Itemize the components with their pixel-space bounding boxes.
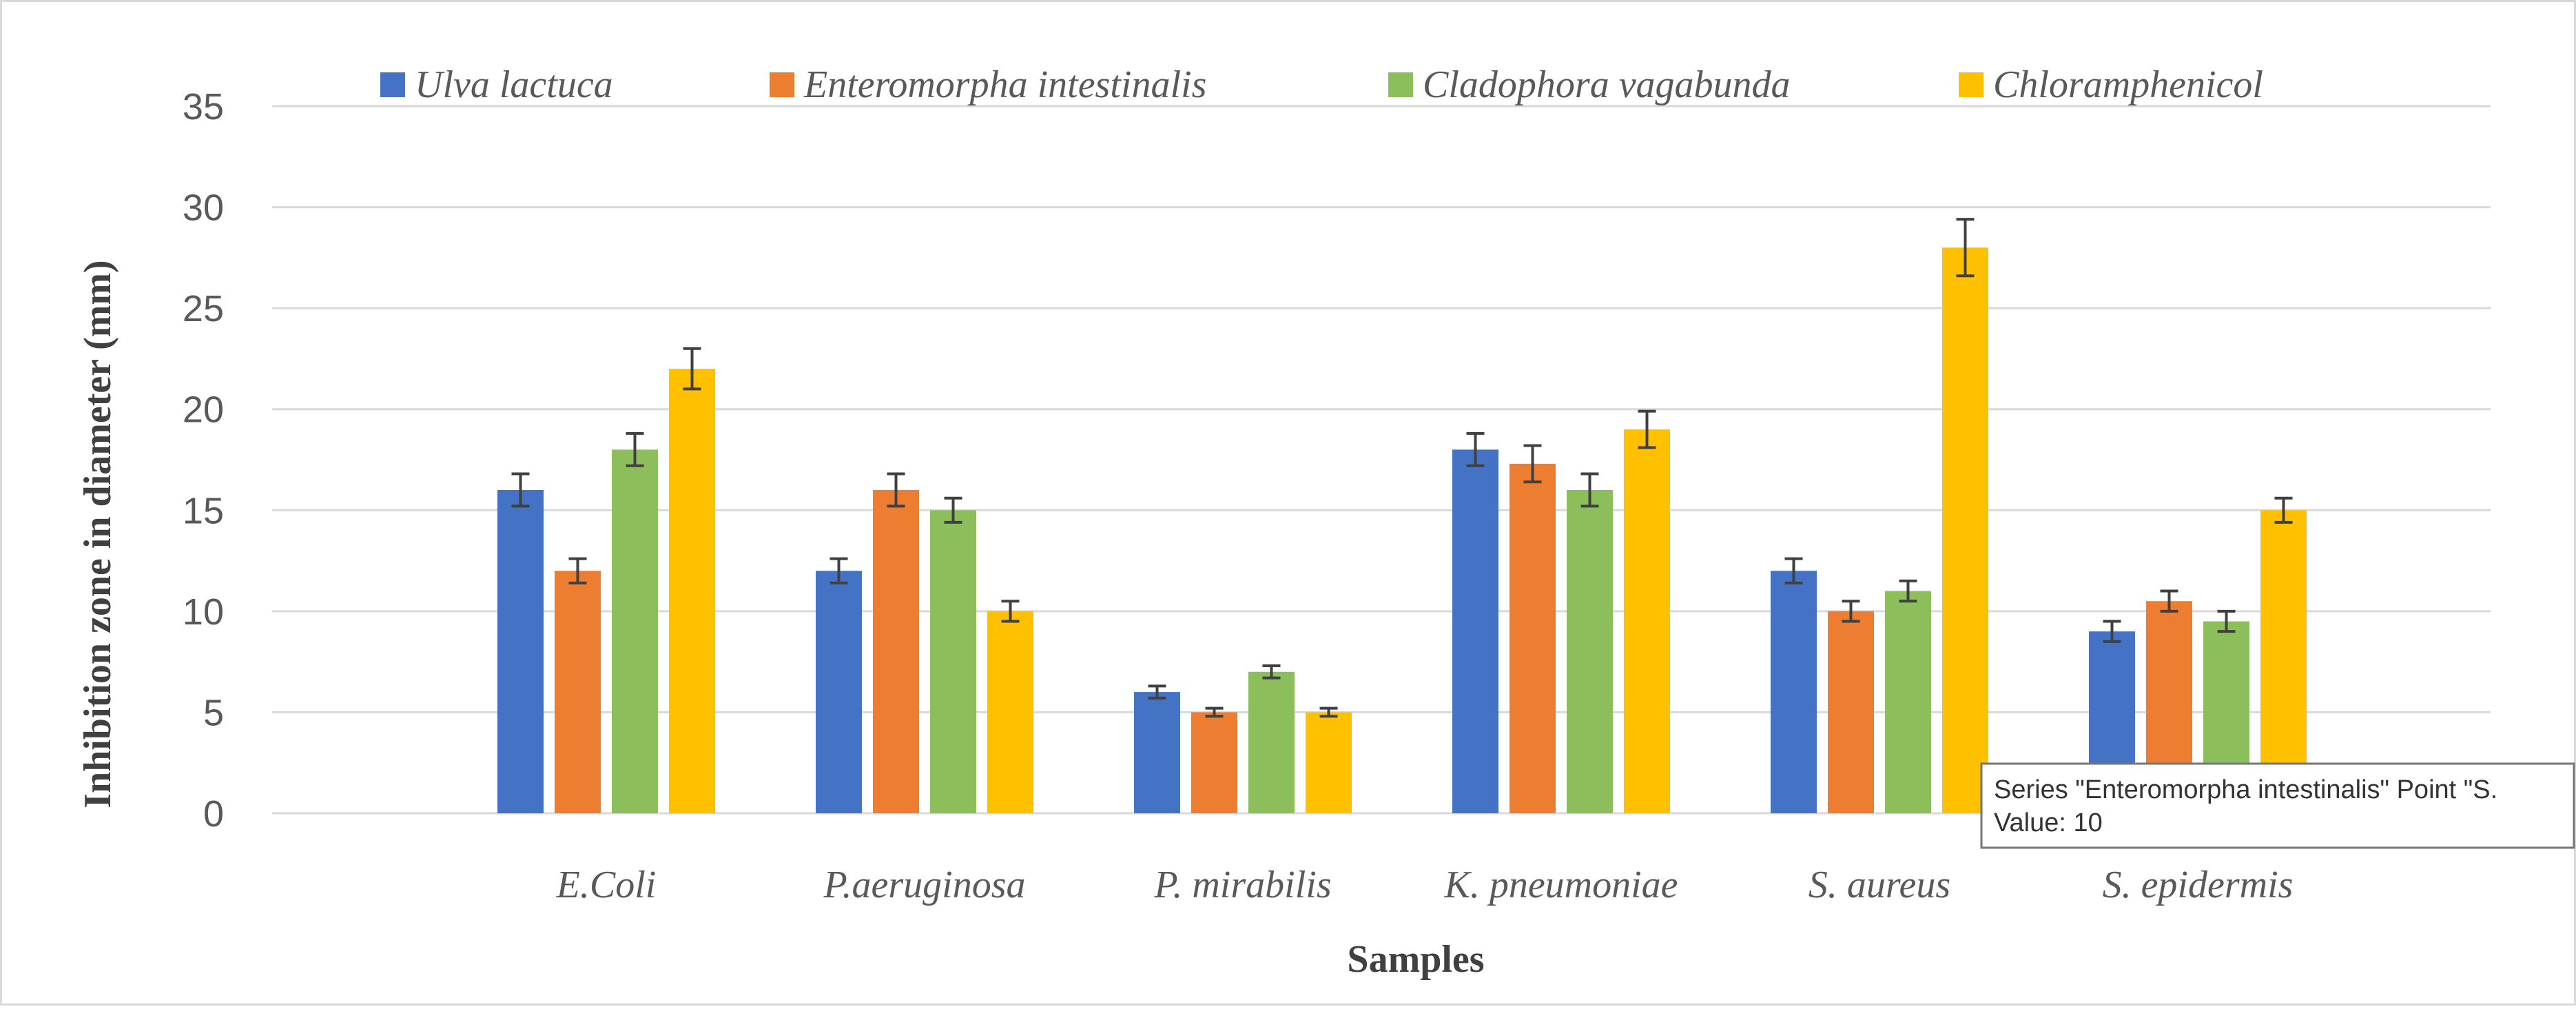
legend-label: Chloramphenicol <box>1993 63 2263 106</box>
x-axis-title: Samples <box>1347 938 1484 981</box>
x-axis-category-labels: E.Coli P.aeruginosa P. mirabilis K. pneumon… <box>556 864 2294 906</box>
x-category-label-2: P.aeruginosa <box>823 864 1026 906</box>
bar-enteromorpha-intestinalis-5 <box>1828 611 1874 813</box>
legend-label: Enteromorpha intestinalis <box>803 63 1206 106</box>
error-bar-2-6 <box>2160 589 2178 613</box>
x-category-label-1: E.Coli <box>556 864 657 906</box>
bar-ulva-lactuca-5 <box>1771 571 1817 813</box>
y-axis-ticks: 0 5 10 15 20 25 30 35 <box>183 86 224 835</box>
error-bar-3-2 <box>944 496 962 524</box>
error-bar-1-4 <box>1466 431 1485 467</box>
error-bar-3-4 <box>1580 472 1599 508</box>
error-bar-1-1 <box>511 472 530 508</box>
y-tick-label-15: 15 <box>183 490 224 531</box>
bar-cladophora-vagabunda-4 <box>1567 489 1613 813</box>
x-category-label-3: P. mirabilis <box>1153 864 1331 906</box>
bar-cladophora-vagabunda-1 <box>612 449 658 813</box>
y-tick-label-10: 10 <box>183 591 224 633</box>
y-tick-label-20: 20 <box>183 389 224 431</box>
error-bar-1-2 <box>830 557 848 584</box>
legend-item-4: Chloramphenicol <box>1959 63 2263 106</box>
y-tick-label-25: 25 <box>183 288 224 329</box>
error-bar-2-3 <box>1205 706 1224 718</box>
y-tick-label-35: 35 <box>183 86 224 128</box>
bar-chloramphenicol-1 <box>669 369 715 813</box>
y-tick-label-5: 5 <box>203 692 224 733</box>
error-bar-4-5 <box>1956 218 1975 278</box>
error-bar-3-5 <box>1899 579 1917 603</box>
y-tick-label-30: 30 <box>183 187 224 229</box>
legend-label: Cladophora vagabunda <box>1423 63 1791 106</box>
error-bar-3-1 <box>626 431 644 467</box>
y-axis-title: Inhibition zone in diameter (mm) <box>76 260 119 808</box>
error-bar-4-3 <box>1319 706 1338 718</box>
error-bar-3-6 <box>2217 609 2236 633</box>
bar-chloramphenicol-3 <box>1306 712 1352 813</box>
tooltip-line-2: Value: 10 <box>1994 808 2103 837</box>
bar-cladophora-vagabunda-5 <box>1885 591 1931 813</box>
legend-swatch <box>1388 72 1413 97</box>
bar-chloramphenicol-2 <box>987 611 1033 813</box>
error-bar-1-5 <box>1784 557 1803 584</box>
bar-ulva-lactuca-2 <box>816 571 862 813</box>
bar-enteromorpha-intestinalis-2 <box>873 489 919 813</box>
y-tick-label-0: 0 <box>203 793 224 835</box>
legend-item-2: Enteromorpha intestinalis <box>770 63 1206 106</box>
error-bar-3-3 <box>1262 664 1281 680</box>
x-category-label-6: S. epidermis <box>2103 864 2294 906</box>
error-bar-2-4 <box>1523 444 1542 484</box>
legend-swatch <box>770 72 794 97</box>
bar-enteromorpha-intestinalis-3 <box>1191 712 1237 813</box>
bar-enteromorpha-intestinalis-4 <box>1509 463 1556 813</box>
bar-cladophora-vagabunda-2 <box>930 510 976 813</box>
error-bar-1-3 <box>1148 684 1166 700</box>
bar-ulva-lactuca-4 <box>1452 449 1498 813</box>
error-bar-2-5 <box>1842 600 1860 623</box>
error-bar-4-4 <box>1638 409 1656 449</box>
bar-chloramphenicol-5 <box>1942 247 1988 813</box>
error-bar-2-2 <box>887 472 905 508</box>
legend-item-3: Cladophora vagabunda <box>1388 63 1791 106</box>
legend: Ulva lactuca Enteromorpha intestinalis Cla… <box>380 63 2263 106</box>
legend-item-1: Ulva lactuca <box>380 63 613 106</box>
error-bar-4-1 <box>683 347 701 391</box>
bar-ulva-lactuca-3 <box>1134 692 1180 813</box>
error-bar-2-1 <box>568 557 587 584</box>
bar-ulva-lactuca-1 <box>497 489 544 813</box>
error-bar-4-6 <box>2274 496 2293 524</box>
bar-chloramphenicol-4 <box>1624 429 1670 813</box>
error-bar-1-6 <box>2103 620 2121 643</box>
legend-swatch <box>1959 72 1983 97</box>
x-category-label-5: S. aureus <box>1809 864 1950 906</box>
tooltip-box <box>1980 762 2575 849</box>
bar-cladophora-vagabunda-3 <box>1248 671 1295 813</box>
chart-tooltip: Series "Enteromorpha intestinalis" Point… <box>1980 762 2575 849</box>
legend-label: Ulva lactuca <box>415 63 613 106</box>
error-bar-4-2 <box>1001 600 1020 623</box>
x-category-label-4: K. pneumoniae <box>1443 864 1678 906</box>
tooltip-line-1: Series "Enteromorpha intestinalis" Point… <box>1994 775 2497 804</box>
error-bars <box>511 218 2293 718</box>
legend-swatch <box>380 72 405 97</box>
bar-enteromorpha-intestinalis-1 <box>555 571 601 813</box>
